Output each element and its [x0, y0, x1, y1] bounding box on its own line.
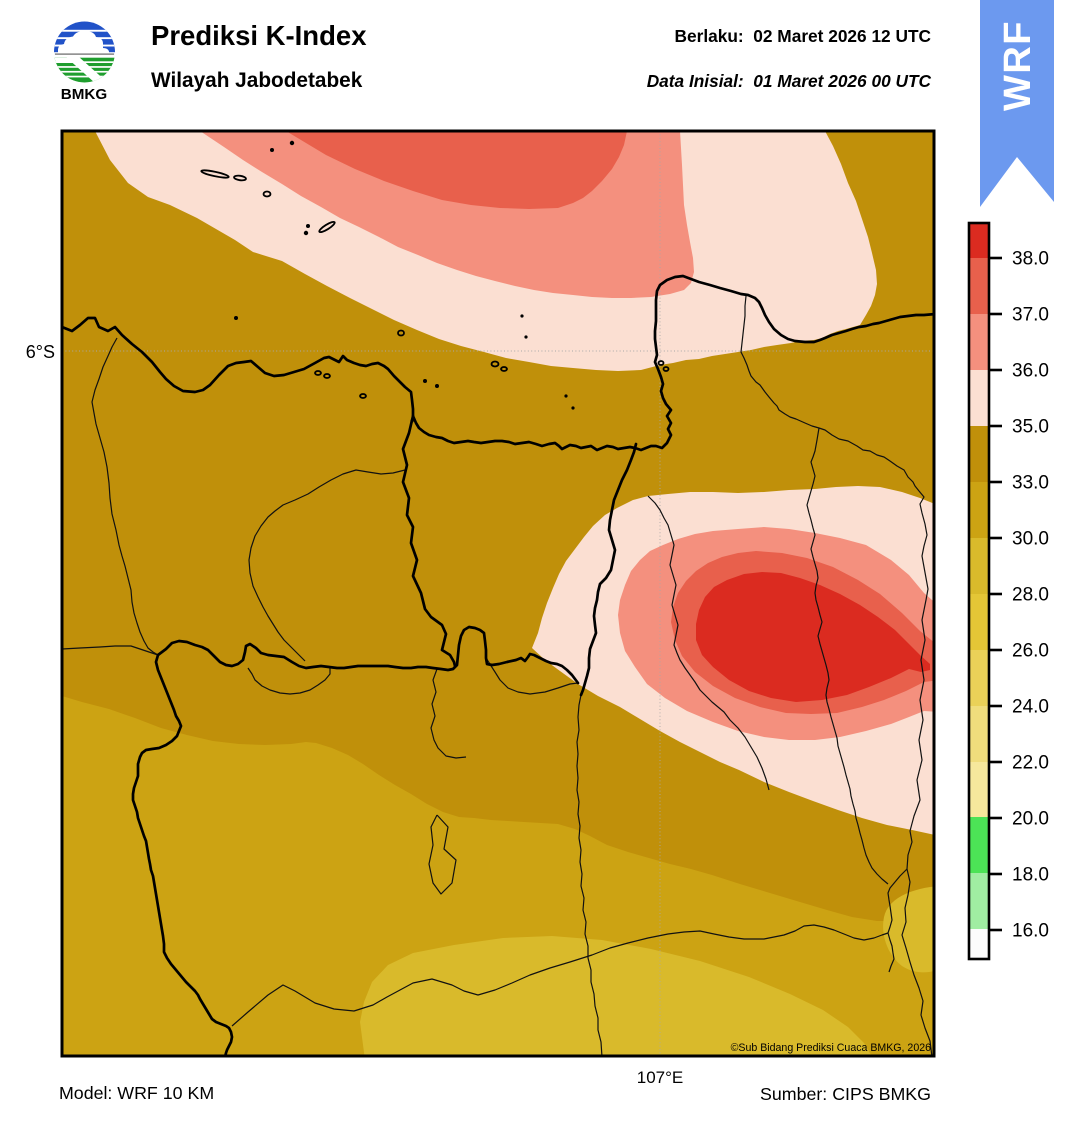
svg-text:30.0: 30.0	[1012, 529, 1049, 550]
svg-text:36.0: 36.0	[1012, 361, 1049, 382]
svg-text:37.0: 37.0	[1012, 305, 1049, 326]
svg-text:Berlaku: 02 Maret 2026 12 UTC: Berlaku: 02 Maret 2026 12 UTC	[675, 26, 931, 46]
svg-text:Data Inisial: 01 Maret 2026 0: Data Inisial: 01 Maret 2026 00 UTC	[647, 71, 932, 91]
svg-text:107°E: 107°E	[637, 1068, 684, 1087]
svg-text:20.0: 20.0	[1012, 809, 1049, 830]
svg-text:28.0: 28.0	[1012, 585, 1049, 606]
svg-text:Wilayah Jabodetabek: Wilayah Jabodetabek	[151, 69, 363, 92]
svg-text:©Sub Bidang Prediksi Cuaca BMK: ©Sub Bidang Prediksi Cuaca BMKG, 2026	[731, 1042, 931, 1054]
svg-text:22.0: 22.0	[1012, 753, 1049, 774]
svg-text:18.0: 18.0	[1012, 865, 1049, 886]
svg-text:26.0: 26.0	[1012, 641, 1049, 662]
svg-text:BMKG: BMKG	[61, 86, 107, 103]
svg-text:Prediksi K-Index: Prediksi K-Index	[151, 20, 367, 51]
svg-text:6°S: 6°S	[26, 342, 55, 362]
svg-text:35.0: 35.0	[1012, 417, 1049, 438]
svg-text:16.0: 16.0	[1012, 921, 1049, 942]
svg-text:24.0: 24.0	[1012, 697, 1049, 718]
svg-text:33.0: 33.0	[1012, 473, 1049, 494]
svg-text:WRF: WRF	[997, 20, 1039, 111]
svg-text:Model: WRF 10 KM: Model: WRF 10 KM	[59, 1083, 214, 1103]
svg-text:Sumber: CIPS BMKG: Sumber: CIPS BMKG	[760, 1084, 931, 1104]
svg-text:38.0: 38.0	[1012, 249, 1049, 270]
